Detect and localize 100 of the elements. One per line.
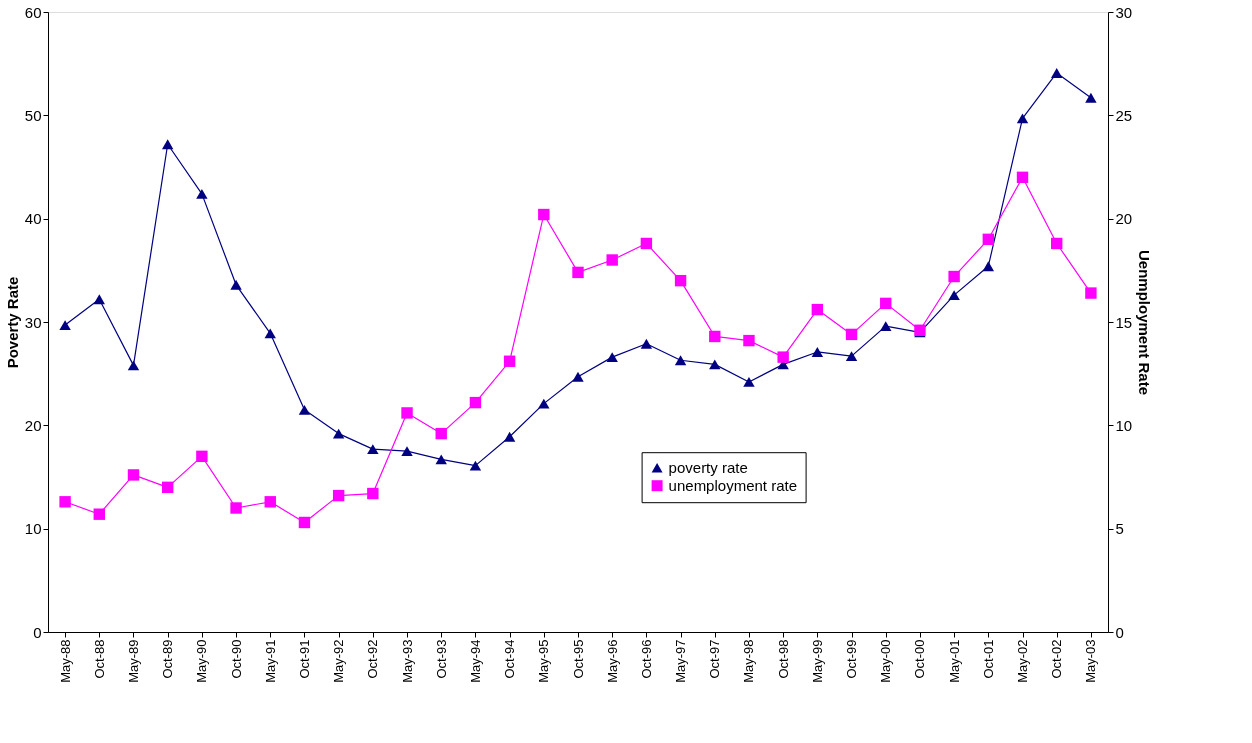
- x-tick-label: Oct-96: [638, 639, 654, 679]
- x-tick-label: Oct-94: [502, 639, 518, 679]
- y-tick-label: 40: [24, 210, 42, 228]
- point: [469, 460, 482, 471]
- x-tick-label: May-92: [331, 639, 347, 683]
- x-tick-label: Oct-92: [365, 639, 381, 679]
- point: [982, 261, 995, 272]
- y-tick-label: 0: [33, 623, 42, 641]
- x-tick-label: Oct-95: [570, 639, 586, 679]
- x-tick-label: May-93: [399, 639, 415, 683]
- y2-tick-label: 5: [1115, 520, 1124, 538]
- point: [503, 431, 516, 442]
- x-tick-label: Oct-89: [160, 639, 176, 679]
- point: [93, 294, 105, 305]
- y-tick-label: 30: [24, 313, 42, 331]
- x-tick-label: May-89: [125, 639, 141, 683]
- y-tick-label: 10: [24, 520, 42, 538]
- point: [538, 398, 550, 409]
- x-tick-label: Oct-97: [707, 639, 723, 679]
- point: [230, 502, 242, 514]
- point: [777, 351, 789, 363]
- y-tick-label: 60: [24, 3, 42, 21]
- x-tick-label: May-98: [741, 639, 757, 683]
- point: [401, 407, 413, 419]
- point: [469, 396, 482, 409]
- point: [538, 208, 550, 221]
- point: [948, 290, 960, 301]
- point: [948, 270, 960, 283]
- point: [709, 330, 721, 343]
- x-tick-label: May-94: [467, 639, 483, 683]
- point: [1051, 237, 1063, 250]
- y2-axis-title: Uenmployment Rate: [1136, 249, 1154, 396]
- point: [1085, 287, 1097, 299]
- y2-tick-label: 20: [1115, 210, 1133, 228]
- point: [196, 450, 208, 463]
- point: [606, 352, 618, 363]
- point: [230, 279, 242, 290]
- x-tick-label: Oct-02: [1049, 639, 1065, 679]
- point: [743, 334, 755, 347]
- x-tick-label: May-91: [262, 639, 278, 683]
- point: [640, 237, 653, 250]
- x-tick-label: May-95: [536, 639, 552, 683]
- point: [811, 303, 824, 316]
- point: [743, 377, 755, 387]
- point: [298, 516, 311, 529]
- x-tick-label: Oct-99: [844, 639, 860, 679]
- y-tick-label: 20: [24, 416, 42, 434]
- point: [127, 469, 140, 481]
- point: [367, 444, 379, 455]
- point: [298, 404, 311, 415]
- legend-label: poverty rate: [668, 458, 748, 476]
- point: [332, 428, 345, 439]
- legend-label: unemployment rate: [668, 476, 798, 494]
- x-tick-label: Oct-90: [228, 639, 244, 679]
- point: [401, 446, 413, 457]
- point: [606, 254, 618, 266]
- x-tick-label: Oct-98: [775, 639, 791, 679]
- point: [1016, 171, 1029, 184]
- point: [332, 489, 345, 502]
- y2-tick-label: 0: [1115, 623, 1124, 641]
- point: [845, 328, 858, 341]
- x-tick-label: May-02: [1015, 639, 1031, 683]
- point: [674, 355, 687, 366]
- y-axis-title: Poverty Rate: [3, 276, 21, 369]
- point: [572, 266, 584, 279]
- x-tick-label: Oct-00: [912, 639, 928, 679]
- x-tick-label: May-03: [1083, 639, 1099, 683]
- point: [1051, 68, 1063, 78]
- x-tick-label: Oct-91: [296, 639, 312, 679]
- point: [435, 454, 447, 465]
- point: [811, 347, 824, 357]
- point: [709, 359, 721, 370]
- point: [880, 297, 892, 310]
- y2-tick-label: 30: [1115, 3, 1133, 21]
- x-tick-label: Oct-93: [433, 639, 449, 679]
- point: [982, 233, 995, 246]
- point: [845, 351, 858, 362]
- y2-tick-label: 25: [1115, 106, 1133, 124]
- point: [196, 188, 208, 199]
- point: [640, 338, 653, 349]
- point: [1016, 113, 1029, 124]
- x-tick-label: May-01: [946, 639, 962, 683]
- point: [161, 481, 174, 494]
- point: [674, 274, 687, 287]
- y2-tick-label: 10: [1115, 416, 1133, 434]
- x-tick-label: Oct-01: [980, 639, 996, 679]
- point: [264, 328, 276, 339]
- x-tick-label: May-99: [809, 639, 825, 683]
- y-tick-label: 50: [24, 106, 42, 124]
- point: [1085, 92, 1097, 103]
- y2-tick-label: 15: [1115, 313, 1133, 331]
- x-tick-label: May-97: [673, 639, 689, 683]
- point: [435, 427, 447, 440]
- point: [59, 496, 71, 508]
- x-tick-label: Oct-88: [91, 639, 107, 679]
- x-tick-label: May-88: [57, 639, 73, 683]
- x-tick-label: May-00: [878, 639, 894, 683]
- point: [880, 321, 892, 332]
- point: [93, 508, 105, 520]
- point: [161, 139, 174, 150]
